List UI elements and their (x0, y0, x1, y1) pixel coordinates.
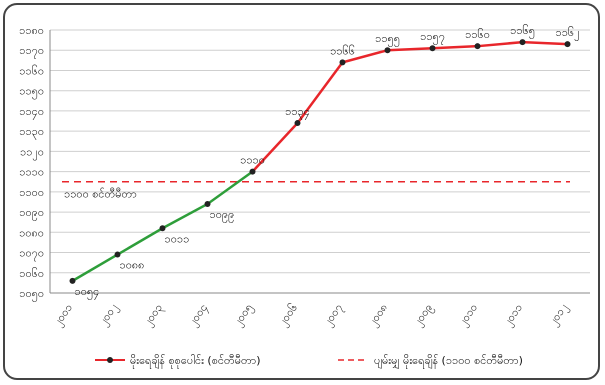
y-tick-label: ၁၀၈၀ (19, 226, 44, 239)
y-tick-label: ၁၁၅၀ (19, 85, 44, 100)
data-label: ၁၀၈၈ (120, 259, 145, 272)
legend-reference-label: ပျမ်းမျှ မိုးရေချိန် (၁၁၀၀ စင်တီမီတာ) (374, 354, 523, 369)
legend-series-label: မိုးရေချိန် စုစုပေါင်း (စင်တီမီတာ) (130, 354, 261, 369)
x-tick-label: ၂၀၀၄ (186, 301, 212, 329)
data-point (159, 225, 166, 232)
data-point (249, 168, 256, 175)
y-tick-label: ၁၀၉၀ (19, 206, 44, 221)
x-tick-label: ၂၀၀၆ (276, 301, 302, 329)
data-label: ၁၁၆၅ (510, 24, 535, 39)
data-label: ၁၀၅၄ (75, 285, 100, 300)
data-label: ၁၁၅၅ (375, 32, 400, 47)
y-tick-label: ၁၁၂၀ (20, 145, 44, 160)
data-label: ၁၁၃၄ (285, 105, 310, 120)
y-tick-label: ၁၁၇၀ (19, 44, 44, 59)
y-tick-label: ၁၀၇၀ (19, 247, 44, 262)
data-point (114, 251, 121, 258)
data-label: ၁၁၆၀ (465, 28, 490, 41)
data-label: ၁၁၆၆ (330, 44, 355, 57)
data-point (564, 41, 571, 48)
data-point (519, 39, 526, 46)
data-point (429, 45, 436, 52)
x-tick-label: ၂၀၀၅ (231, 301, 257, 329)
reference-line-label: ၁၁၀၀ စင်တီမီတာ (64, 188, 137, 201)
y-tick-label: ၁၁၈၀ (19, 24, 44, 37)
x-tick-label: ၂၀၀၂ (96, 301, 122, 329)
x-tick-label: ၂၀၀၉ (411, 301, 437, 329)
data-point (474, 43, 481, 50)
data-point (339, 59, 346, 66)
x-tick-label: ၂၀၁၁ (501, 301, 527, 329)
data-point (204, 200, 211, 207)
data-label: ၁၀၉၉ (210, 208, 235, 223)
y-tick-label: ၁၀၆၀ (19, 267, 44, 280)
data-label: ၁၁၆၂ (556, 26, 580, 41)
x-tick-label: ၂၀၀၁ (51, 301, 77, 329)
data-point (69, 277, 76, 284)
y-tick-label: ၁၁၀၀ (19, 186, 44, 199)
x-tick-label: ၂၀၀၈ (366, 301, 392, 329)
y-tick-label: ၁၀၅၀ (19, 287, 44, 302)
y-tick-label: ၁၁၃၀ (19, 125, 44, 140)
y-tick-label: ၁၁၄၀ (19, 105, 44, 120)
x-tick-label: ၂၀၁၂ (546, 301, 572, 329)
data-label: ၁၁၁၀ (240, 154, 265, 167)
x-tick-label: ၂၀၀၃ (141, 301, 167, 329)
data-point (384, 47, 391, 54)
x-tick-label: ၂၀၀၇ (321, 301, 347, 329)
data-label: ၁၁၅၇ (420, 30, 445, 45)
y-tick-label: ၁၁၆၀ (19, 64, 44, 77)
series-line-red (251, 40, 568, 173)
x-tick-label: ၂၀၁၀ (456, 301, 482, 329)
y-tick-label: ၁၁၁၀ (19, 166, 44, 179)
data-point (294, 120, 301, 127)
legend-series-marker (107, 357, 113, 363)
data-label: ၁၀၁၁ (165, 232, 190, 245)
